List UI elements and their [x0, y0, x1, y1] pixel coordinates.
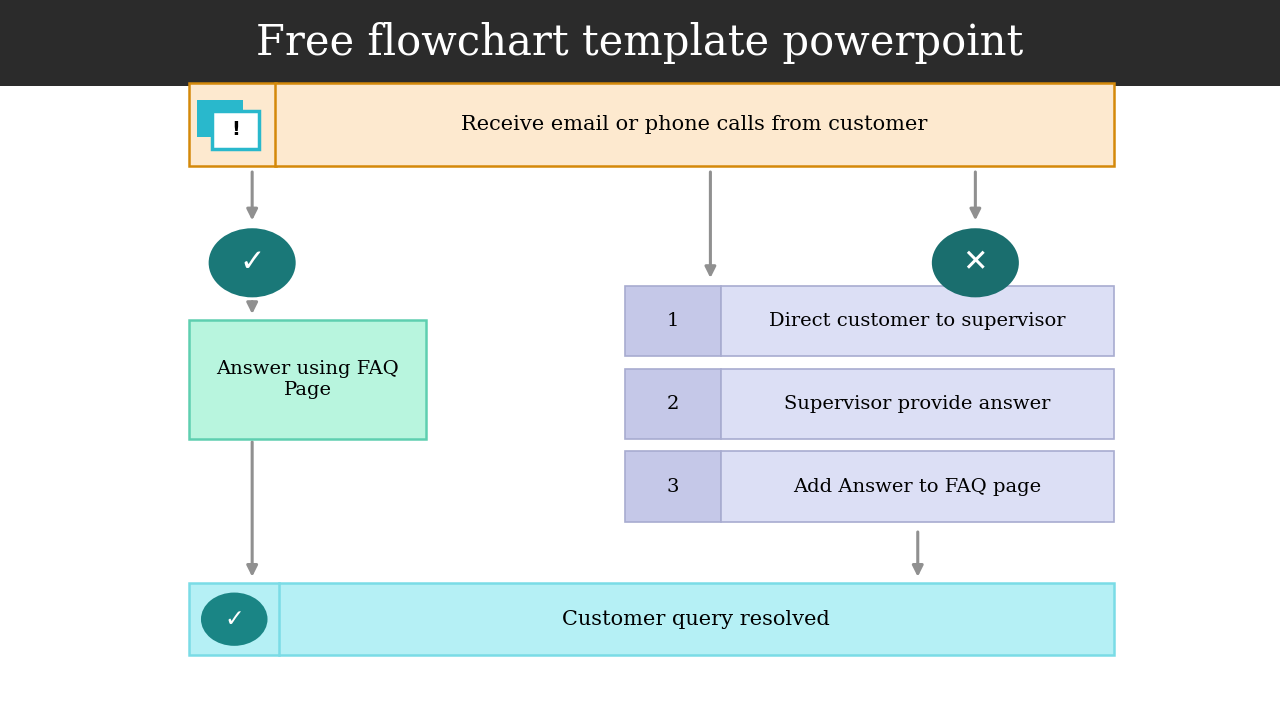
- FancyBboxPatch shape: [721, 369, 1114, 439]
- FancyBboxPatch shape: [189, 83, 276, 166]
- FancyBboxPatch shape: [625, 286, 721, 356]
- FancyBboxPatch shape: [721, 451, 1114, 522]
- Text: Add Answer to FAQ page: Add Answer to FAQ page: [794, 478, 1041, 495]
- Text: ✕: ✕: [963, 248, 988, 277]
- FancyBboxPatch shape: [0, 86, 1280, 720]
- Text: Answer using FAQ
Page: Answer using FAQ Page: [216, 361, 399, 399]
- Text: 2: 2: [667, 395, 678, 413]
- Ellipse shape: [201, 593, 268, 646]
- Text: ✓: ✓: [224, 607, 244, 631]
- Ellipse shape: [932, 228, 1019, 297]
- Text: 3: 3: [667, 478, 678, 495]
- FancyBboxPatch shape: [625, 369, 721, 439]
- Text: Free flowchart template powerpoint: Free flowchart template powerpoint: [256, 22, 1024, 64]
- FancyBboxPatch shape: [197, 99, 243, 137]
- Text: Customer query resolved: Customer query resolved: [562, 610, 831, 629]
- FancyBboxPatch shape: [275, 83, 1114, 166]
- Text: 1: 1: [667, 312, 678, 330]
- FancyBboxPatch shape: [189, 583, 1114, 655]
- Text: ✓: ✓: [239, 248, 265, 277]
- Text: Direct customer to supervisor: Direct customer to supervisor: [769, 312, 1065, 330]
- Text: !: !: [232, 120, 239, 140]
- FancyBboxPatch shape: [721, 286, 1114, 356]
- FancyBboxPatch shape: [189, 320, 426, 439]
- FancyBboxPatch shape: [212, 111, 259, 149]
- Text: Supervisor provide answer: Supervisor provide answer: [783, 395, 1051, 413]
- FancyBboxPatch shape: [0, 0, 1280, 86]
- FancyBboxPatch shape: [625, 451, 721, 522]
- Text: Receive email or phone calls from customer: Receive email or phone calls from custom…: [461, 114, 928, 134]
- Ellipse shape: [209, 228, 296, 297]
